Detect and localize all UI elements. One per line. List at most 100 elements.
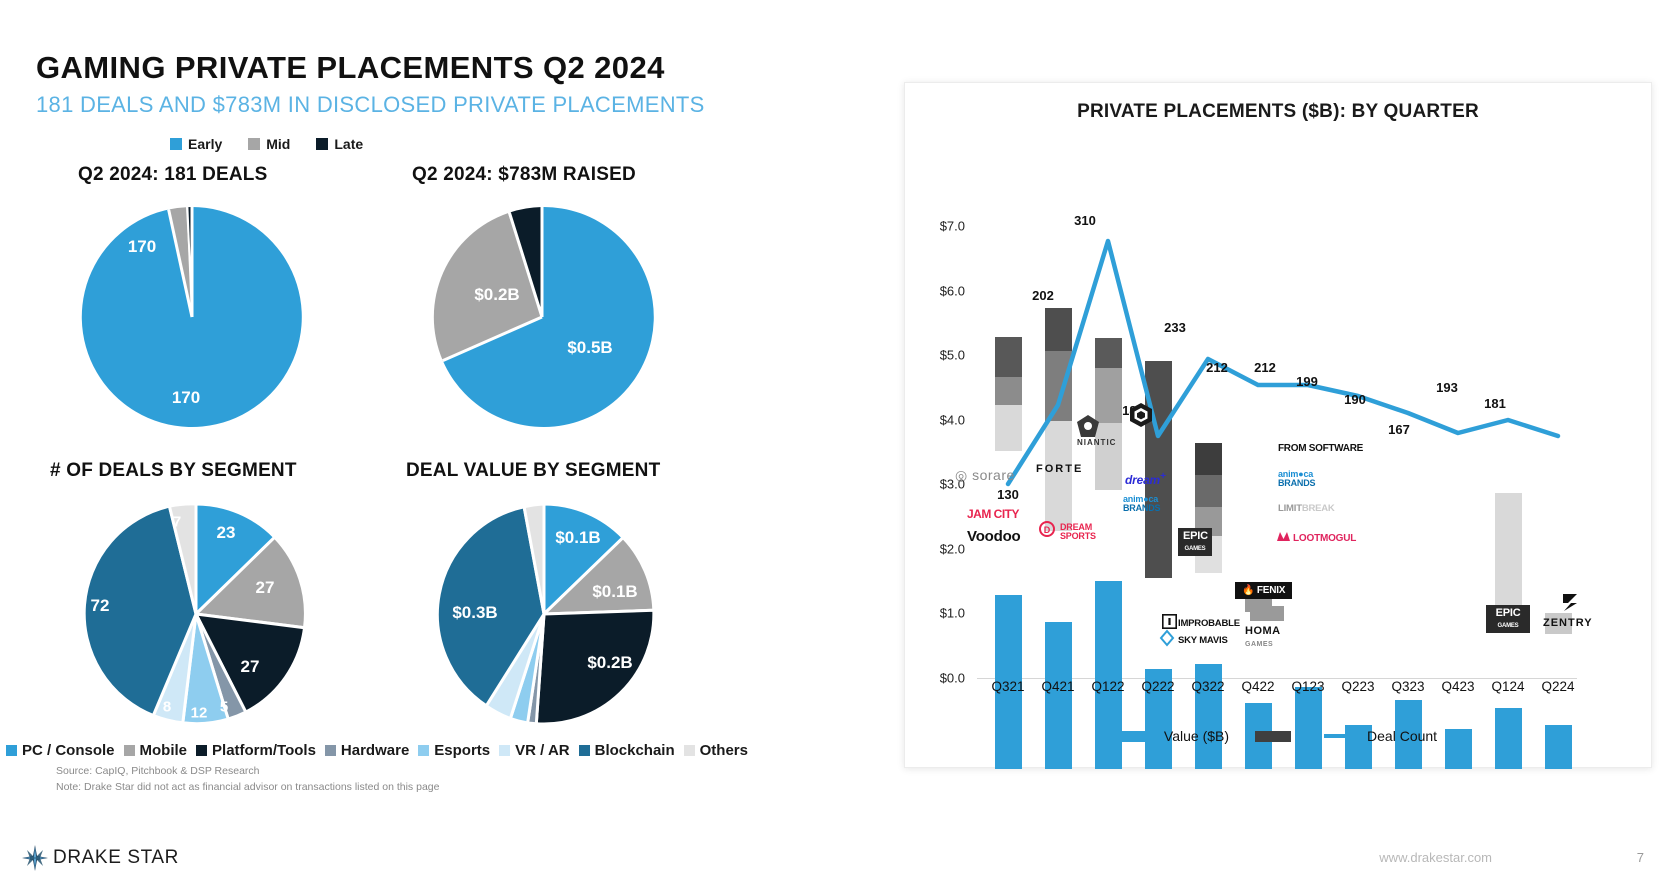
pie-chart-deals-by-segment: 23 27 27 5 12 8 72 7	[82, 500, 310, 728]
bar-stack-q321-e	[995, 337, 1022, 377]
footer-url: www.drakestar.com	[1379, 850, 1492, 865]
segment-label-pc-console: PC / Console	[22, 742, 115, 759]
xtick-q421: Q421	[1041, 679, 1075, 694]
segment-swatch-blockchain	[578, 745, 590, 756]
segment-legend-item-blockchain: Blockchain	[578, 742, 675, 759]
chart-legend-swatch-value	[1120, 730, 1157, 742]
pie-label-blockchain-deals: 72	[90, 596, 110, 615]
ytick-4: $4.0	[939, 412, 965, 428]
segment-swatch-others	[683, 745, 695, 756]
logo-voodoo: Voodoo	[967, 528, 1021, 545]
pie-label-pcconsole-deals: 23	[216, 523, 236, 542]
pie-svg-deals-by-segment	[82, 502, 307, 726]
line-label-q123: 212	[1254, 360, 1276, 375]
ytick-2: $2.0	[939, 541, 965, 557]
legend-item-early: Early	[170, 136, 222, 152]
xtick-q423: Q423	[1441, 679, 1475, 694]
segment-swatch-platform-tools	[196, 745, 208, 756]
bar-stack-q421-b	[1045, 351, 1072, 421]
bar-value-q122	[1095, 581, 1122, 769]
xtick-q322: Q322	[1191, 679, 1225, 694]
line-label-q321: 130	[997, 487, 1019, 502]
bar-stack-q322-c	[1195, 475, 1222, 507]
bar-stack-q224-a	[1545, 613, 1572, 634]
xtick-q224: Q224	[1541, 679, 1575, 694]
segment-label-mobile: Mobile	[139, 742, 188, 759]
page-title: GAMING PRIVATE PLACEMENTS Q2 2024	[36, 50, 665, 85]
segment-swatch-hardware	[324, 745, 336, 756]
bar-value-q321	[995, 595, 1022, 769]
compass-star-icon	[22, 845, 48, 871]
logo-sorare: ◎ sorare	[955, 467, 1015, 483]
bar-value-q222	[1145, 669, 1172, 769]
legend-swatch-late	[316, 138, 329, 150]
improbable-icon	[1162, 614, 1177, 629]
brand-logo: DRAKE STAR	[22, 845, 179, 871]
logo-homa-games: HOMA GAMES	[1245, 625, 1281, 648]
svg-text:D: D	[1044, 525, 1051, 535]
bar-value-q322	[1195, 664, 1222, 769]
lootmogul-icon	[1277, 532, 1290, 541]
line-label-q323: 190	[1344, 392, 1366, 407]
combo-plot-area: $0.0 $1.0 $2.0 $3.0 $4.0 $5.0 $6.0 $7.0	[905, 83, 1653, 769]
legend-item-mid: Mid	[248, 136, 290, 152]
logo-from-software: FROM SOFTWARE	[1278, 443, 1363, 454]
ytick-5: $5.0	[939, 347, 965, 363]
logo-forte: FORTE	[1036, 463, 1084, 475]
chart-legend-item-deal-count: Deal Count	[1324, 728, 1437, 744]
bar-value-q224	[1545, 725, 1572, 769]
legend-label-late: Late	[334, 136, 364, 152]
chart-title-private-placements: PRIVATE PLACEMENTS ($B): BY QUARTER	[1077, 101, 1479, 122]
pie-label-vrar-deals: 8	[162, 698, 172, 716]
chart-title-value-by-segment: DEAL VALUE BY SEGMENT	[406, 460, 661, 481]
pie-label-pcconsole-value: $0.1B	[555, 528, 601, 547]
source-note: Source: CapIQ, Pitchbook & DSP Research	[56, 765, 260, 777]
ytick-6: $6.0	[939, 283, 965, 299]
segment-legend-item-pc-console: PC / Console	[6, 742, 115, 759]
chart-title-value-by-stage: Q2 2024: $783M RAISED	[412, 164, 636, 185]
logo-epic-games-q222: EPIC GAMES	[1178, 528, 1212, 556]
logo-lootmogul: LOOTMOGUL	[1293, 533, 1357, 544]
chart-legend-item-stack	[1255, 730, 1298, 742]
segment-legend-item-esports: Esports	[418, 742, 490, 759]
logo-epic-games-q124: EPIC GAMES	[1486, 605, 1530, 633]
bar-stack-q122-c	[1095, 338, 1122, 368]
segment-swatch-mobile	[123, 745, 135, 756]
ytick-7: $7.0	[939, 218, 965, 234]
page-subtitle: 181 DEALS AND $783M IN DISCLOSED PRIVATE…	[36, 92, 705, 117]
chart-title-deals-by-segment: # OF DEALS BY SEGMENT	[50, 460, 297, 481]
segment-label-hardware: Hardware	[340, 742, 410, 759]
pie-label-hardware-deals: 5	[219, 698, 229, 716]
bar-value-q323	[1395, 700, 1422, 769]
ytick-1: $1.0	[939, 605, 965, 621]
quarterly-chart-card: PRIVATE PLACEMENTS ($B): BY QUARTER $0.0…	[904, 82, 1653, 769]
pie-label-early-deals: 170	[127, 237, 157, 256]
x-axis-baseline	[977, 678, 1577, 679]
pie-svg-value-by-segment	[435, 502, 656, 726]
bar-stack-q421-c	[1045, 308, 1072, 351]
bar-stack-q321-b	[995, 377, 1022, 405]
line-label-q322: 233	[1164, 320, 1186, 335]
segment-label-vr-ar: VR / AR	[515, 742, 570, 759]
xtick-q123: Q123	[1291, 679, 1325, 694]
logo-limit-break: LIMITBREAK	[1278, 503, 1335, 514]
pie-chart-value-by-segment: $0.1B $0.1B $0.2B $0.3B	[430, 500, 658, 728]
chart-legend: Value ($B) Deal Count	[905, 728, 1653, 744]
ytick-0: $0.0	[939, 670, 965, 686]
xtick-q223: Q223	[1341, 679, 1375, 694]
bar-value-q421	[1045, 622, 1072, 769]
bar-value-q223	[1345, 725, 1372, 769]
chart-legend-swatch-deal-count	[1324, 734, 1361, 738]
chart-legend-swatch-stack	[1255, 730, 1292, 742]
chart-legend-label-deal-count: Deal Count	[1367, 728, 1438, 744]
logo-jam-city: JAM CITY	[967, 507, 1020, 521]
segment-swatch-vr-ar	[499, 745, 511, 756]
pie-svg-value-by-stage	[433, 206, 654, 427]
logo-dream-sports: DREAM SPORTS	[1060, 522, 1096, 542]
line-label-q423: 167	[1388, 422, 1410, 437]
segment-legend: PC / Console Mobile Platform/Tools Hardw…	[6, 742, 748, 759]
disclaimer-note: Note: Drake Star did not act as financia…	[56, 781, 440, 793]
pie-svg-deals-by-stage	[81, 207, 302, 427]
xtick-q222: Q222	[1141, 679, 1175, 694]
segment-swatch-pc-console	[6, 745, 17, 756]
